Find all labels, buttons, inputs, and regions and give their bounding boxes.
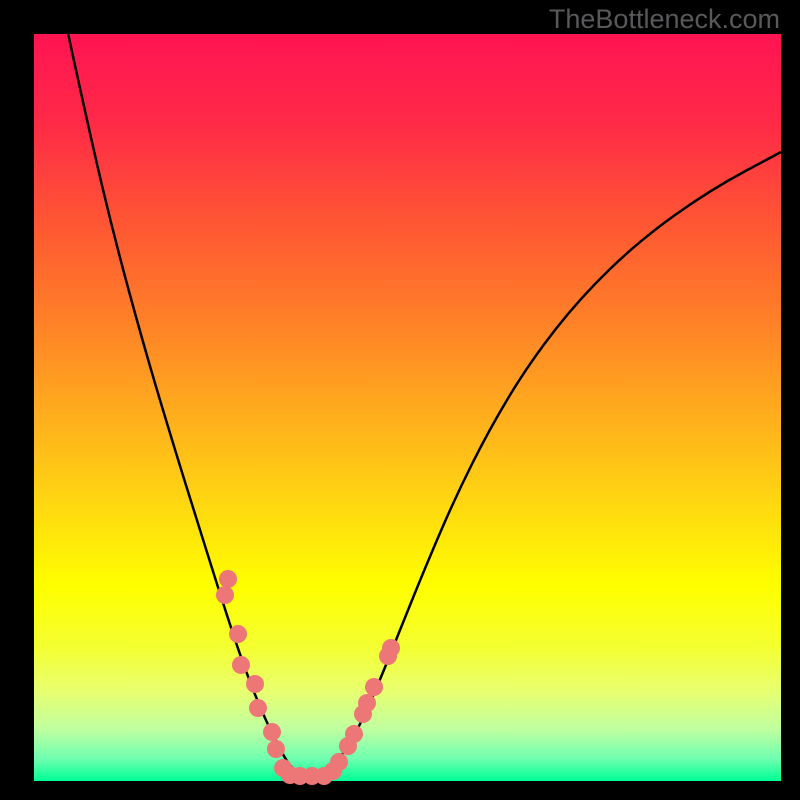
chart-root: TheBottleneck.com (0, 0, 800, 800)
watermark-text: TheBottleneck.com (549, 4, 780, 35)
plot-area (34, 34, 781, 781)
